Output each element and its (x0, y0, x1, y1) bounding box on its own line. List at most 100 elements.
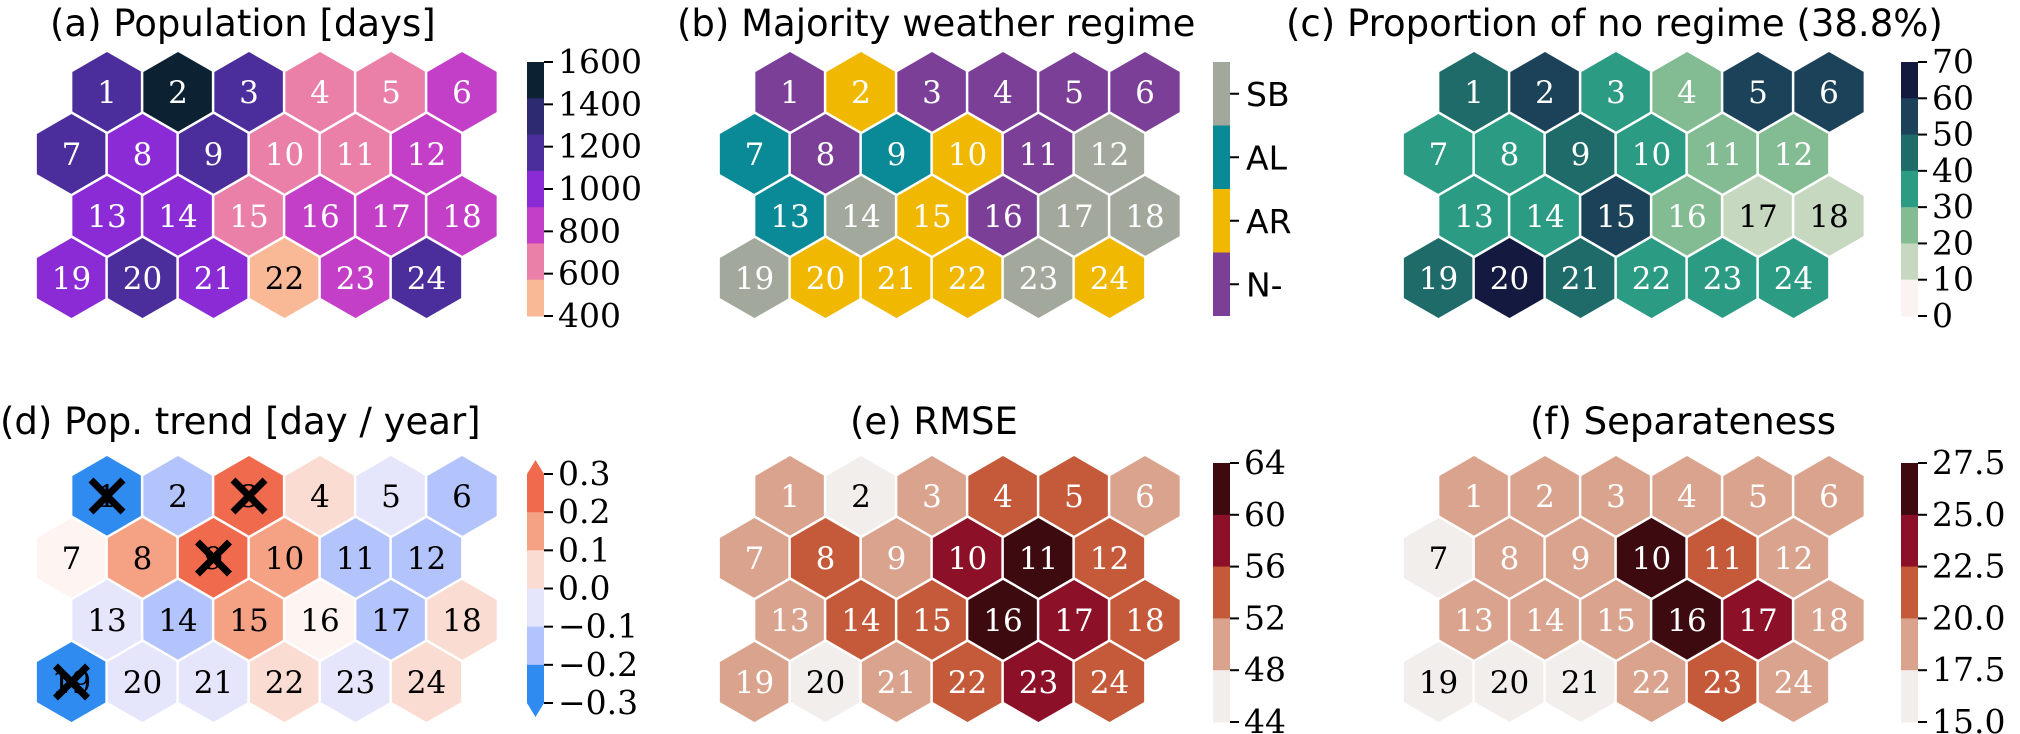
hex-label-15: 15 (229, 603, 268, 639)
hex-label-11: 11 (336, 541, 375, 577)
hex-label-17: 17 (1054, 199, 1093, 235)
hex-label-9: 9 (887, 541, 907, 577)
hex-label-20: 20 (806, 261, 845, 297)
colorbar-segment (1901, 670, 1918, 723)
hex-label-18: 18 (442, 603, 481, 639)
colorbar-segment (1213, 618, 1230, 671)
colorbar-segment (527, 98, 544, 136)
hex-label-12: 12 (1774, 137, 1813, 173)
hex-label-10: 10 (265, 137, 304, 173)
colorbar-tick-label: 50 (1932, 115, 1974, 154)
hex-label-20: 20 (123, 261, 162, 297)
hex-label-24: 24 (1774, 665, 1813, 701)
hex-label-16: 16 (1667, 603, 1706, 639)
colorbar-segment (1901, 566, 1918, 619)
colorbar-tick-label: 0 (1932, 296, 1953, 335)
hex-label-24: 24 (1090, 665, 1129, 701)
colorbar-segment (527, 550, 544, 589)
hex-cell-24 (1072, 235, 1147, 321)
colorbar-segment (1901, 279, 1918, 317)
hex-label-9: 9 (1571, 541, 1591, 577)
panel-c: (c) Proportion of no regime (38.8%)1 2 3 4 5… (1286, 2, 1974, 335)
legend-swatch-AR (1213, 189, 1230, 253)
colorbar-tick-label: 800 (558, 211, 621, 250)
hex-label-6: 6 (1819, 479, 1839, 515)
colorbar: 0.30.20.10.0−0.1−0.2−0.3 (527, 454, 638, 722)
hex-label-4: 4 (310, 75, 330, 111)
colorbar-segment (1901, 243, 1918, 281)
hex-label-14: 14 (158, 199, 197, 235)
hex-label-11: 11 (336, 137, 375, 173)
colorbar-extend-min (527, 703, 544, 717)
colorbar-segment (527, 134, 544, 172)
hex-label-2: 2 (168, 75, 188, 111)
legend-label: AL (1246, 138, 1288, 177)
hex-label-7: 7 (62, 137, 82, 173)
hex-label-23: 23 (1703, 261, 1742, 297)
colorbar-segment (527, 512, 544, 551)
colorbar-tick-label: 17.5 (1932, 650, 2005, 689)
colorbar-segment (527, 207, 544, 244)
colorbar-segment (1213, 463, 1230, 516)
colorbar-tick-label: 1000 (558, 169, 642, 208)
hex-label-7: 7 (1429, 137, 1449, 173)
hex-label-21: 21 (877, 665, 916, 701)
hex-cell-24 (1756, 235, 1831, 321)
hex-label-15: 15 (1596, 199, 1635, 235)
hex-label-1: 1 (1464, 75, 1484, 111)
hex-label-21: 21 (1561, 665, 1600, 701)
hex-label-13: 13 (1454, 199, 1493, 235)
colorbar-tick-label: 64 (1244, 443, 1286, 482)
hex-label-22: 22 (948, 261, 987, 297)
colorbar-tick-label: 0.0 (558, 569, 610, 608)
colorbar-segment (527, 664, 544, 704)
colorbar-segment (1213, 514, 1230, 568)
colorbar-tick-label: 52 (1244, 598, 1286, 637)
hex-label-7: 7 (745, 541, 765, 577)
colorbar-tick-label: 1200 (558, 127, 642, 166)
hex-label-15: 15 (1596, 603, 1635, 639)
hex-label-7: 7 (62, 541, 82, 577)
hex-label-10: 10 (948, 137, 987, 173)
legend-swatch-SB (1213, 62, 1230, 126)
hex-cell-24 (1756, 639, 1831, 725)
hex-label-3: 3 (1606, 479, 1626, 515)
colorbar-tick-label: −0.2 (558, 645, 638, 684)
hex-label-10: 10 (1632, 541, 1671, 577)
colorbar-segment (1901, 207, 1918, 244)
colorbar-tick-label: 27.5 (1932, 443, 2005, 482)
hex-label-4: 4 (1677, 479, 1697, 515)
hex-label-1: 1 (1464, 479, 1484, 515)
hex-label-3: 3 (1606, 75, 1626, 111)
colorbar-tick-label: 60 (1932, 78, 1974, 117)
colorbar-tick-label: −0.3 (558, 683, 638, 722)
hex-label-13: 13 (87, 603, 126, 639)
hex-label-24: 24 (1774, 261, 1813, 297)
colorbar-tick-label: 30 (1932, 187, 1974, 226)
hex-label-22: 22 (1632, 665, 1671, 701)
hex-label-18: 18 (1809, 199, 1848, 235)
hex-label-5: 5 (1748, 479, 1768, 515)
hex-label-24: 24 (1090, 261, 1129, 297)
hex-label-23: 23 (1019, 665, 1058, 701)
colorbar-tick-label: 44 (1244, 702, 1286, 734)
hex-label-6: 6 (1819, 75, 1839, 111)
colorbar: 27.5 25.0 22.5 20.0 17.5 15.0 (1901, 443, 2005, 734)
hex-label-8: 8 (1500, 541, 1520, 577)
hex-label-5: 5 (1064, 75, 1084, 111)
legend-label: N- (1246, 265, 1283, 304)
colorbar-segment (527, 626, 544, 666)
colorbar-tick-label: 1600 (558, 42, 642, 81)
hex-label-22: 22 (265, 261, 304, 297)
hex-label-19: 19 (735, 665, 774, 701)
hex-label-4: 4 (310, 479, 330, 515)
legend-label: SB (1246, 75, 1290, 114)
hex-label-8: 8 (133, 137, 153, 173)
hex-label-1: 1 (780, 479, 800, 515)
hex-label-23: 23 (336, 261, 375, 297)
hex-label-21: 21 (1561, 261, 1600, 297)
significance-x-mark (53, 663, 90, 701)
hex-label-4: 4 (993, 75, 1013, 111)
hex-label-14: 14 (158, 603, 197, 639)
